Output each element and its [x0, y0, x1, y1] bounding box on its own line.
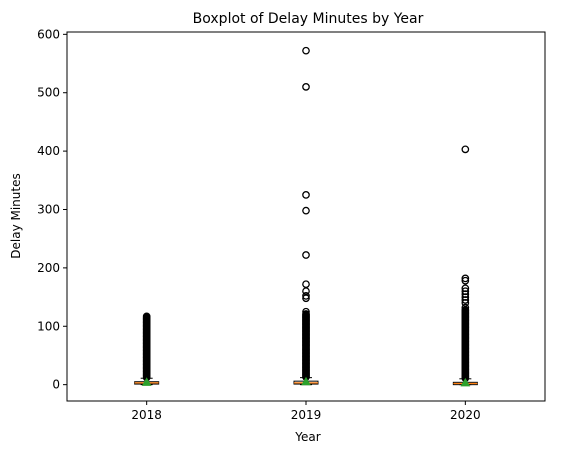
flier-point — [142, 312, 151, 321]
y-tick-label: 600 — [37, 27, 60, 41]
flier-point — [302, 251, 310, 259]
box-group-2019 — [293, 46, 319, 386]
x-tick-label: 2019 — [291, 408, 322, 422]
y-tick-label: 500 — [37, 86, 60, 100]
flier-point — [302, 310, 310, 318]
flier-point — [302, 83, 310, 91]
mean-marker — [301, 376, 311, 386]
chart-title: Boxplot of Delay Minutes by Year — [193, 11, 424, 27]
y-axis-label: Delay Minutes — [9, 173, 23, 258]
x-tick-label: 2020 — [450, 408, 481, 422]
flier-point — [461, 287, 470, 296]
y-tick-label: 400 — [37, 144, 60, 158]
box-group-2020 — [452, 145, 478, 387]
flier-point — [461, 276, 470, 285]
flier-point — [461, 274, 470, 283]
flier-point — [302, 46, 310, 55]
flier-point — [302, 206, 310, 215]
flier-point — [461, 284, 470, 293]
box-group-2018 — [134, 312, 160, 386]
flier-point — [302, 292, 310, 300]
flier-point — [302, 307, 310, 316]
plot-area — [134, 46, 478, 387]
flier-point — [461, 145, 470, 154]
axes: 0 100 200 300 400 500 600 2018 2019 2020 — [37, 27, 546, 422]
y-tick-label: 0 — [52, 378, 60, 392]
x-tick-label: 2018 — [131, 408, 162, 422]
flier-point — [302, 287, 310, 296]
mean-marker — [141, 377, 152, 386]
mean-marker — [460, 377, 471, 387]
y-tick-label: 300 — [37, 202, 60, 216]
flier-point — [302, 280, 310, 289]
x-axis-label: Year — [294, 430, 320, 444]
flier-point — [461, 303, 470, 312]
flier-point — [302, 191, 310, 199]
y-tick-label: 100 — [37, 319, 60, 333]
y-tick-label: 200 — [37, 261, 60, 275]
